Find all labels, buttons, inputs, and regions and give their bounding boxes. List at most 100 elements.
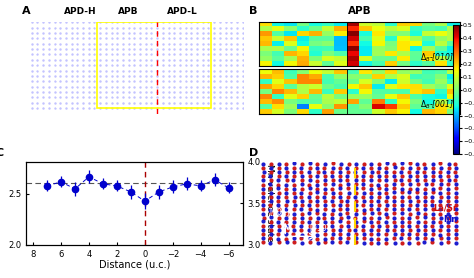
Point: [193, 85, 201, 89]
Point: [42, 71, 50, 76]
Point: [139, 109, 146, 113]
Point: [199, 101, 207, 105]
Point: [321, 162, 329, 166]
Point: [260, 236, 267, 240]
Point: [228, 20, 235, 24]
Point: [321, 232, 329, 236]
Point: [171, 106, 178, 110]
Point: [31, 109, 38, 113]
Point: [421, 228, 428, 232]
Point: [125, 25, 132, 30]
Point: [125, 31, 132, 35]
Point: [45, 106, 53, 110]
Point: [306, 198, 313, 203]
Point: [375, 216, 383, 220]
Point: [298, 166, 305, 170]
Point: [85, 101, 92, 105]
Point: [113, 31, 121, 35]
Point: [93, 76, 101, 81]
Point: [219, 33, 227, 38]
Point: [191, 33, 198, 38]
Point: [59, 49, 67, 54]
Point: [76, 87, 84, 92]
Point: [82, 82, 90, 86]
Point: [136, 25, 144, 30]
Point: [367, 219, 375, 224]
Point: [102, 25, 109, 30]
Point: [182, 47, 190, 51]
Point: [105, 39, 112, 43]
Point: [42, 76, 50, 81]
Point: [328, 199, 336, 203]
Point: [147, 68, 155, 73]
Point: [150, 44, 158, 49]
Point: [171, 58, 178, 62]
Point: [337, 228, 344, 233]
Point: [76, 98, 84, 102]
Point: [222, 79, 229, 84]
Point: [188, 25, 195, 30]
Point: [374, 207, 382, 212]
Point: [156, 109, 164, 113]
Point: [142, 74, 149, 78]
Point: [314, 190, 321, 195]
Point: [171, 41, 178, 46]
Point: [34, 101, 41, 105]
Point: [367, 162, 374, 166]
Point: [230, 87, 238, 92]
Point: [283, 228, 291, 232]
Point: [199, 31, 207, 35]
Point: [225, 39, 232, 43]
Point: [453, 186, 460, 190]
Text: La/Sr: La/Sr: [434, 203, 458, 213]
Point: [185, 44, 192, 49]
Point: [136, 79, 144, 84]
Point: [42, 55, 50, 59]
Point: [34, 31, 41, 35]
Point: [153, 74, 161, 78]
Point: [222, 101, 229, 105]
Point: [436, 211, 444, 216]
Point: [367, 166, 375, 170]
Point: [230, 103, 238, 108]
Point: [275, 166, 283, 170]
Point: [96, 20, 104, 24]
Point: [147, 90, 155, 94]
Point: [113, 36, 121, 41]
Point: [136, 63, 144, 68]
Point: [165, 79, 173, 84]
Point: [142, 68, 149, 73]
Point: [119, 20, 127, 24]
Point: [54, 44, 61, 49]
Point: [191, 93, 198, 97]
Point: [306, 215, 314, 220]
Point: [445, 224, 452, 228]
Point: [391, 165, 399, 170]
Point: [210, 52, 218, 57]
Point: [413, 174, 421, 178]
Point: [42, 44, 50, 49]
Point: [159, 74, 167, 78]
Point: [375, 186, 383, 191]
Point: [133, 71, 141, 76]
Point: [230, 66, 238, 70]
Point: [414, 170, 421, 174]
Point: [133, 33, 141, 38]
Point: [54, 33, 61, 38]
Point: [128, 28, 135, 33]
Point: [168, 23, 175, 27]
Point: [179, 103, 187, 108]
Point: [275, 174, 283, 178]
Point: [236, 98, 244, 102]
Point: [297, 224, 305, 229]
Point: [25, 49, 33, 54]
Point: [176, 36, 184, 41]
Point: [82, 49, 90, 54]
Point: [73, 95, 81, 100]
Point: [298, 207, 305, 211]
Point: [199, 68, 207, 73]
Point: [202, 98, 210, 102]
Point: [76, 66, 84, 70]
Point: [213, 49, 221, 54]
Point: [429, 174, 437, 178]
